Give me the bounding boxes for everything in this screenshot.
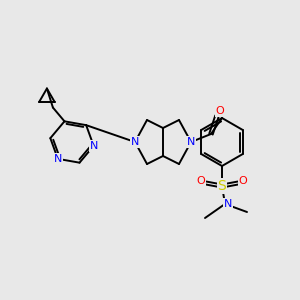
Text: O: O	[216, 106, 224, 116]
Text: N: N	[54, 154, 62, 164]
Text: S: S	[218, 179, 226, 193]
Text: N: N	[89, 141, 98, 151]
Text: O: O	[238, 176, 247, 186]
Text: N: N	[131, 137, 139, 147]
Text: O: O	[196, 176, 206, 186]
Text: N: N	[187, 137, 195, 147]
Text: N: N	[224, 199, 232, 209]
